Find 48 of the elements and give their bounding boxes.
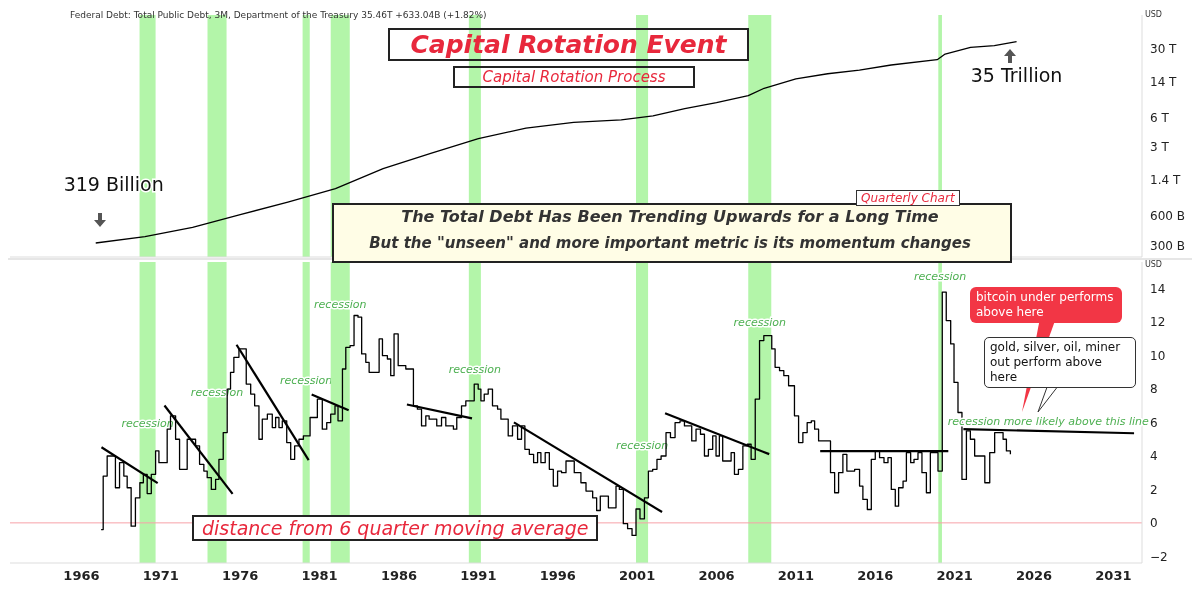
y-tick-label: 6 T (1150, 110, 1170, 125)
y-tick-label: 8 (1150, 382, 1158, 397)
annotation: distance from 6 quarter moving average (192, 515, 599, 541)
band-label: recession (448, 363, 502, 376)
band-label: recession (280, 374, 333, 387)
text: Capital Rotation Event (388, 28, 749, 61)
x-tick-label: 1986 (380, 568, 418, 584)
annotation: gold, silver, oil, miner out perform above here (984, 337, 1136, 388)
x-tick-label: 1971 (142, 568, 179, 584)
x-tick-label: 2006 (698, 568, 735, 584)
y-axis-title: USD (1144, 10, 1162, 19)
annotation: Federal Debt: Total Public Debt, 3M, Department of the Treasury 35.46T +633.04B (+1.82%) (70, 10, 487, 20)
x-tick-label: 1996 (539, 568, 576, 584)
x-tick-label: 2016 (857, 568, 894, 584)
y-tick-label: 600 B (1150, 209, 1185, 224)
y-tick-label: 10 (1150, 348, 1166, 363)
y-tick-label: 6 (1150, 415, 1158, 430)
annotation: Quarterly Chart (856, 190, 960, 206)
annotation: 35 Trillion (970, 63, 1063, 86)
x-tick-label: 1966 (63, 568, 100, 584)
x-tick-label: 1981 (301, 568, 338, 584)
y-tick-label: 2 (1150, 482, 1158, 497)
x-tick-label: 2026 (1015, 568, 1053, 584)
annotation: But the "unseen" and more important metric is its momentum changes (368, 234, 972, 252)
y-tick-label: 4 (1150, 449, 1158, 464)
x-tick-label: 2031 (1095, 568, 1132, 584)
band-label: recession (913, 270, 967, 283)
annotation: The Total Debt Has Been Trending Upwards for a Long Time (400, 207, 940, 226)
annotation: 319 Billion (63, 173, 164, 196)
y-tick-label: 1.4 T (1150, 173, 1181, 188)
y-tick-label: 14 T (1150, 74, 1178, 89)
y-tick-label: 0 (1150, 516, 1158, 531)
x-tick-label: 2021 (936, 568, 973, 584)
y-tick-label: 3 T (1150, 140, 1170, 155)
x-tick-label: 2011 (777, 568, 814, 584)
y-tick-label: 12 (1150, 315, 1166, 330)
y-tick-label: 14 (1150, 282, 1166, 297)
annotation: bitcoin under performs above here (970, 287, 1122, 323)
x-tick-label: 1991 (460, 568, 497, 584)
y-tick-label: 30 T (1150, 41, 1178, 56)
y-tick-label: −2 (1150, 549, 1168, 564)
x-tick-label: 1976 (222, 568, 259, 584)
text: Capital Rotation Process (453, 66, 695, 88)
y-tick-label: 300 B (1150, 238, 1185, 253)
y-axis-title: USD (1144, 260, 1162, 269)
band-label: recession (314, 298, 367, 311)
x-tick-label: 2001 (619, 568, 656, 584)
band-label: recession (733, 316, 786, 329)
